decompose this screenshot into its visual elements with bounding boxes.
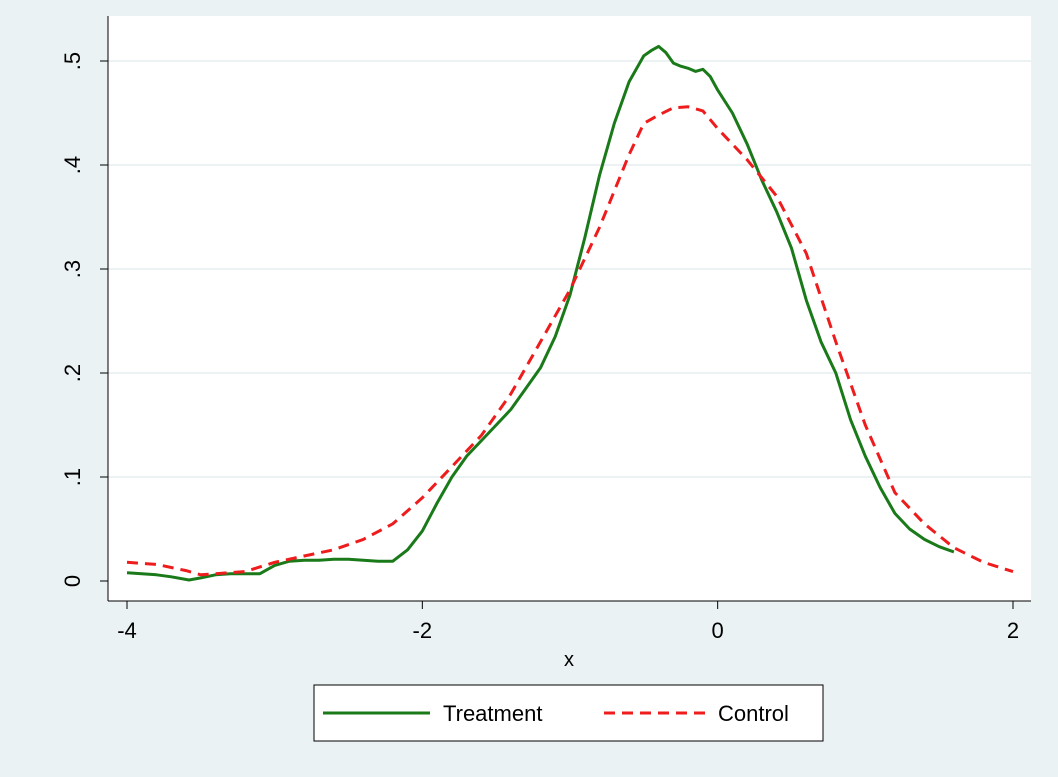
series-line-control: [126, 105, 1014, 577]
legend-box: [313, 684, 824, 742]
y-tick-label-4: .4: [60, 156, 85, 174]
y-tick-label-1: .1: [60, 468, 85, 486]
x-axis-title: x: [564, 649, 574, 671]
y-tick-label-0: 0: [60, 575, 85, 587]
series-lines: [126, 44, 1014, 582]
x-tick-label-0: -4: [117, 618, 137, 643]
x-tick-label-2: 0: [712, 618, 724, 643]
plot-area: [108, 16, 1031, 601]
y-axis-ticks: 0 .1 .2 .3 .4 .5: [60, 52, 108, 587]
gridlines: [108, 60, 1031, 478]
legend: Treatment Control: [313, 684, 824, 742]
series-line-treatment: [126, 44, 955, 582]
y-tick-label-3: .3: [60, 260, 85, 278]
legend-label-control: Control: [718, 701, 789, 726]
x-tick-label-3: 2: [1007, 618, 1019, 643]
y-tick-label-5: .5: [60, 52, 85, 70]
x-tick-label-1: -2: [413, 618, 433, 643]
y-tick-label-2: .2: [60, 364, 85, 382]
x-axis-ticks: -4 -2 0 2: [117, 601, 1019, 643]
legend-label-treatment: Treatment: [443, 701, 542, 726]
